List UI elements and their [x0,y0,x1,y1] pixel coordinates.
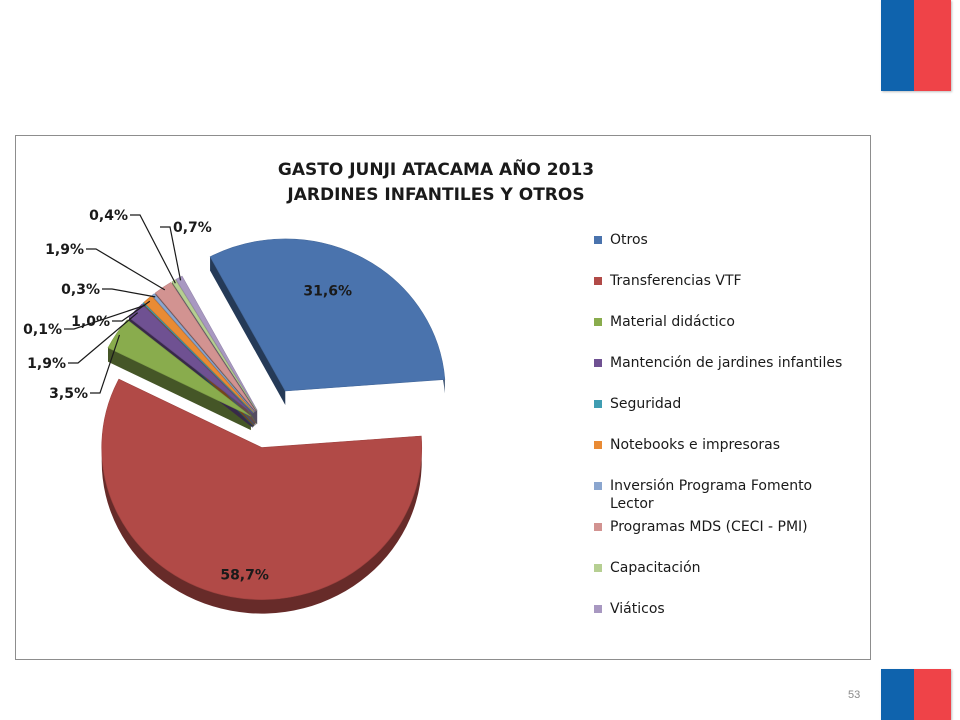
flag-blue-band [881,0,914,91]
legend-label-material-didactico: Material didáctico [610,314,735,330]
legend-label-programas-mds-ceci-pmi: Programas MDS (CECI - PMI) [610,519,808,535]
chile-flag-top-decoration [881,0,951,91]
pie-slice-otros [209,238,446,392]
data-label-viaticos: 0,7% [173,220,212,236]
data-labels-group: 31,6% 58,7% 3,5% 1,9% 0,1% 1,0% 0,3% 1,9% 0,4% 0,… [23,208,352,584]
legend-swatch-viaticos [594,605,602,613]
pie-slice-inversion-programa-fomento-lector [151,293,255,413]
legend-label-capacitacion: Capacitación [610,560,701,576]
data-label-mantencion-de-jardines-infantiles: 1,9% [27,356,66,372]
chart-title-line: JARDINES INFANTILES Y OTROS [286,185,584,205]
legend-label-viaticos: Viáticos [610,601,665,617]
leader-line-material-didactico [90,334,121,394]
data-label-programas-mds-ceci-pmi: 1,9% [45,242,84,258]
legend-swatch-inversion-programa-fomento-lector [594,482,602,490]
pie-slice-depth-edge-otros [210,256,286,405]
legend-label-seguridad: Seguridad [610,396,681,412]
chart-title-line: GASTO JUNJI ATACAMA AÑO 2013 [278,157,594,180]
legend-swatch-notebooks-e-impresoras [594,441,602,449]
page-number: 53 [848,689,861,701]
pie-chart: GASTO JUNJI ATACAMA AÑO 2013 JARDINES INF… [23,157,842,617]
legend: Otros Transferencias VTF Material didáctic… [594,232,842,617]
leader-line-programas-mds-ceci-pmi [86,248,166,291]
flag-red-band [914,669,951,720]
data-label-seguridad: 0,1% [23,322,62,338]
leader-line-mantencion-de-jardines-infantiles [68,312,139,364]
legend-label-mantencion-de-jardines-infantiles: Mantención de jardines infantiles [610,355,842,371]
legend-swatch-programas-mds-ceci-pmi [594,523,602,531]
pie-slice-depth-edge-material-didactico [108,347,251,431]
legend-label-otros: Otros [610,232,648,248]
data-label-inversion-programa-fomento-lector: 0,3% [61,282,100,298]
legend-swatch-material-didactico [594,318,602,326]
data-label-notebooks-e-impresoras: 1,0% [71,314,110,330]
chile-flag-bottom-decoration [881,669,951,720]
leader-line-capacitacion [130,214,176,284]
legend-swatch-capacitacion [594,564,602,572]
leader-line-notebooks-e-impresoras [112,300,151,322]
pie-slice-programas-mds-ceci-pmi [154,281,256,412]
legend-swatch-transferencias-vtf [594,277,602,285]
chart-frame: GASTO JUNJI ATACAMA AÑO 2013 JARDINES INF… [15,135,871,660]
legend-swatch-otros [594,236,602,244]
flag-red-band [914,0,951,91]
legend-label-transferencias-vtf: Transferencias VTF [609,273,742,289]
pie-slice-transferencias-vtf [101,378,423,600]
leader-line-seguridad [64,304,146,330]
pie-slice-material-didactico [107,319,252,417]
legend-swatch-mantencion-de-jardines-infantiles [594,359,602,367]
legend-swatch-seguridad [594,400,602,408]
pie-slice-seguridad [142,302,254,414]
data-label-material-didactico: 3,5% [49,386,88,402]
data-label-capacitacion: 0,4% [89,208,128,224]
legend-label-notebooks-e-impresoras: Notebooks e impresoras [610,437,780,453]
data-label-transferencias-vtf: 58,7% [220,568,269,584]
flag-blue-band [881,669,914,720]
legend-label-inversion-programa-fomento-lector: Inversión Programa Fomento Lector [610,478,812,512]
leader-line-inversion-programa-fomento-lector [102,288,156,298]
leader-line-viaticos [160,226,182,281]
data-label-otros: 31,6% [303,284,352,300]
pie-slice-mantencion-de-jardines-infantiles [128,303,253,415]
pie-slice-viaticos [175,275,258,411]
pie-slices-group [101,238,446,600]
